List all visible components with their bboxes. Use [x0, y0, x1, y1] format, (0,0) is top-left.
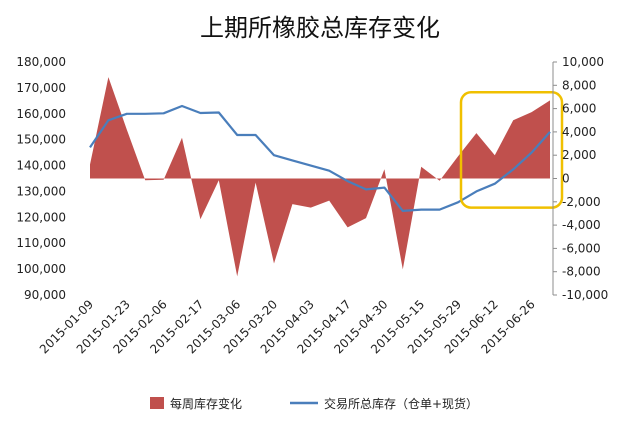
legend: 每周库存变化 交易所总库存（仓单+现货）	[150, 396, 478, 411]
series-area-weekly-change	[90, 77, 550, 277]
legend-swatch-weekly-change	[150, 397, 164, 409]
x-axis: 2015-01-092015-01-232015-02-062015-02-17…	[37, 297, 538, 356]
legend-label-weekly-change: 每周库存变化	[170, 396, 242, 411]
right-axis-tick-label: 2,000	[562, 148, 596, 162]
left-axis-tick-label: 160,000	[16, 107, 66, 121]
left-axis-tick-label: 170,000	[16, 81, 66, 95]
left-axis-tick-label: 180,000	[16, 55, 66, 69]
left-axis-tick-label: 110,000	[16, 236, 66, 250]
chart-title: 上期所橡胶总库存变化	[200, 14, 440, 42]
series-line-total-inventory	[89, 104, 551, 212]
right-axis-tick-label: 10,000	[562, 55, 604, 69]
right-axis-tick-label: 6,000	[562, 102, 596, 116]
left-axis-tick-label: 100,000	[16, 262, 66, 276]
left-y-axis: 90,000 100,000 110,000 120,000 130,000 140,00…	[16, 55, 66, 302]
right-axis-tick-label: -6,000	[562, 241, 601, 255]
right-axis-tick-label: -10,000	[562, 288, 608, 302]
right-axis-tick-label: 8,000	[562, 78, 596, 92]
left-axis-tick-label: 120,000	[16, 210, 66, 224]
right-axis-tick-label: 0	[562, 172, 570, 186]
left-axis-tick-label: 130,000	[16, 184, 66, 198]
plot-area	[89, 77, 564, 277]
legend-label-total-inventory: 交易所总库存（仓单+现货）	[324, 396, 478, 411]
right-axis-tick-label: -8,000	[562, 265, 601, 279]
left-axis-tick-label: 140,000	[16, 159, 66, 173]
right-axis-tick-label: -2,000	[562, 195, 601, 209]
left-axis-tick-label: 90,000	[24, 288, 66, 302]
right-axis-tick-label: -4,000	[562, 218, 601, 232]
right-y-axis: -10,000 -8,000 -6,000 -4,000 -2,000 0 2,000 4,0…	[552, 55, 608, 302]
highlight-box	[459, 91, 564, 209]
right-axis-tick-label: 4,000	[562, 125, 596, 139]
left-axis-tick-label: 150,000	[16, 133, 66, 147]
